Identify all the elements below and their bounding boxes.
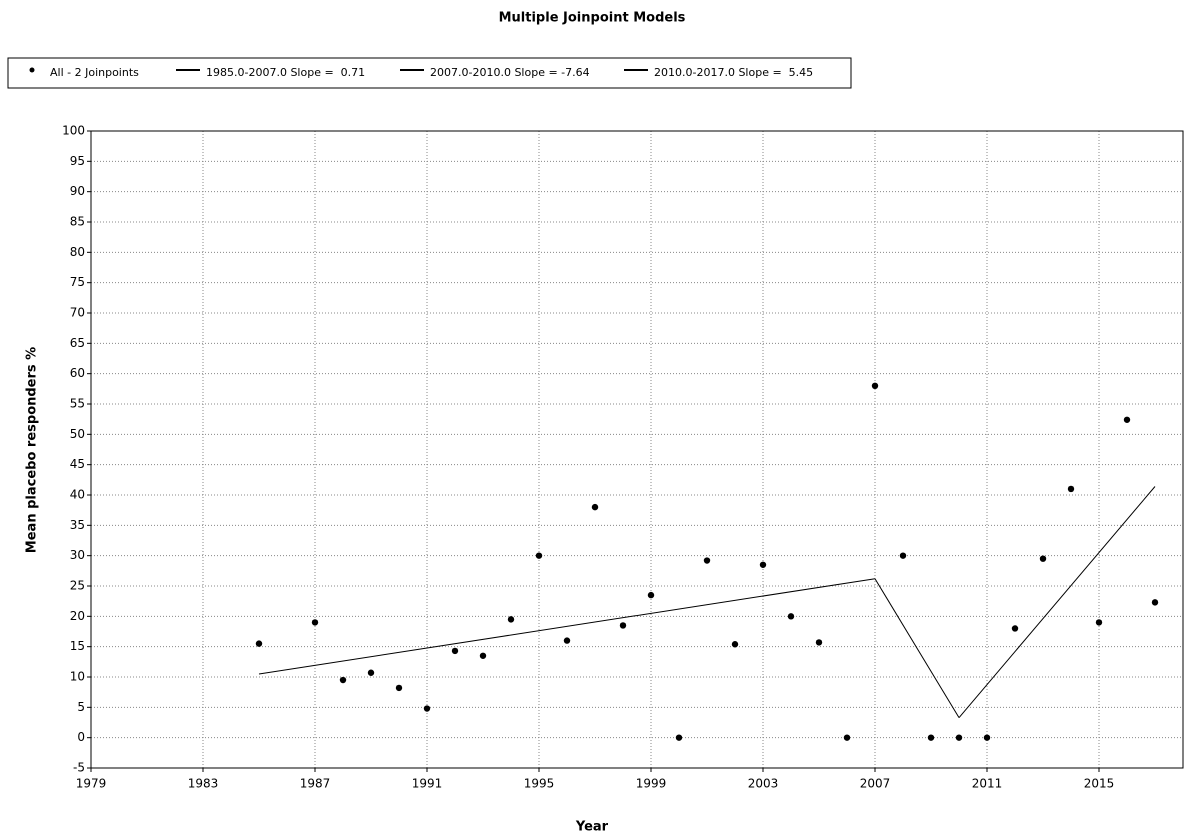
data-point xyxy=(479,652,487,659)
x-tick-label: 1979 xyxy=(76,777,107,791)
data-point xyxy=(1123,416,1131,423)
data-point xyxy=(395,684,403,692)
data-point xyxy=(703,557,711,564)
data-point xyxy=(311,619,319,626)
y-tick-label: 100 xyxy=(62,124,85,138)
y-tick-label: 80 xyxy=(70,245,85,259)
plot-area xyxy=(90,130,1184,769)
x-tick-label: 1995 xyxy=(524,777,555,791)
data-point xyxy=(507,616,515,623)
legend-marker xyxy=(29,67,35,73)
data-point xyxy=(591,503,599,511)
data-point xyxy=(1095,619,1103,626)
data-point xyxy=(563,637,571,644)
y-tick-label: 0 xyxy=(77,730,85,744)
data-point xyxy=(647,591,655,599)
y-tick-label: 55 xyxy=(70,397,85,411)
x-tick-label: 1991 xyxy=(412,777,443,791)
y-tick-label: 45 xyxy=(70,457,85,471)
data-point xyxy=(423,705,431,712)
legend-label: All - 2 Joinpoints xyxy=(50,66,139,79)
legend-box xyxy=(7,57,852,89)
x-tick-label: 2011 xyxy=(972,777,1003,791)
y-tick-label: 20 xyxy=(70,609,85,623)
y-tick-label: 70 xyxy=(70,306,85,320)
data-point xyxy=(843,734,851,741)
y-tick-label: 15 xyxy=(70,639,85,653)
y-tick-label: 35 xyxy=(70,518,85,532)
y-tick-label: 90 xyxy=(70,184,85,198)
y-tick-label: 85 xyxy=(70,215,85,229)
x-axis-label: Year xyxy=(575,820,609,835)
legend-label: 2010.0-2017.0 Slope = 5.45 xyxy=(654,66,813,79)
data-point xyxy=(367,669,375,676)
data-point xyxy=(927,734,935,741)
y-tick-label: 25 xyxy=(70,579,85,593)
y-tick-label: 75 xyxy=(70,275,85,289)
data-point xyxy=(619,622,627,629)
x-tick-label: 2007 xyxy=(860,777,891,791)
x-tick-label: 1987 xyxy=(300,777,331,791)
y-tick-label: 10 xyxy=(70,670,85,684)
data-point xyxy=(255,640,263,647)
y-tick-label: -5 xyxy=(73,761,85,775)
data-point xyxy=(787,613,795,620)
data-point xyxy=(759,561,767,568)
legend-label: 1985.0-2007.0 Slope = 0.71 xyxy=(206,66,365,79)
data-point xyxy=(871,382,879,389)
y-tick-label: 40 xyxy=(70,488,85,502)
y-tick-label: 60 xyxy=(70,366,85,380)
y-tick-label: 65 xyxy=(70,336,85,350)
data-point xyxy=(983,734,991,741)
data-point xyxy=(675,734,683,741)
y-axis-label: Mean placebo responders % xyxy=(25,347,40,553)
y-tick-label: 95 xyxy=(70,154,85,168)
trend-line xyxy=(258,578,876,675)
data-point xyxy=(899,552,907,559)
data-point xyxy=(339,676,347,684)
chart-title: Multiple Joinpoint Models xyxy=(499,11,686,26)
y-tick-label: 50 xyxy=(70,427,85,441)
x-tick-label: 2015 xyxy=(1084,777,1115,791)
trend-line xyxy=(958,486,1156,718)
x-tick-label: 1999 xyxy=(636,777,667,791)
data-point xyxy=(1039,555,1047,562)
y-tick-label: 30 xyxy=(70,548,85,562)
data-point xyxy=(731,641,739,648)
legend-label: 2007.0-2010.0 Slope = -7.64 xyxy=(430,66,590,79)
data-point xyxy=(815,639,823,646)
trend-line xyxy=(874,578,960,718)
data-point xyxy=(955,734,963,741)
y-tick-label: 5 xyxy=(77,700,85,714)
data-point xyxy=(1011,625,1019,632)
data-point xyxy=(535,552,543,559)
data-point xyxy=(1067,485,1075,493)
data-point xyxy=(451,647,459,655)
x-tick-label: 1983 xyxy=(188,777,219,791)
x-tick-label: 2003 xyxy=(748,777,779,791)
data-point xyxy=(1151,599,1159,606)
